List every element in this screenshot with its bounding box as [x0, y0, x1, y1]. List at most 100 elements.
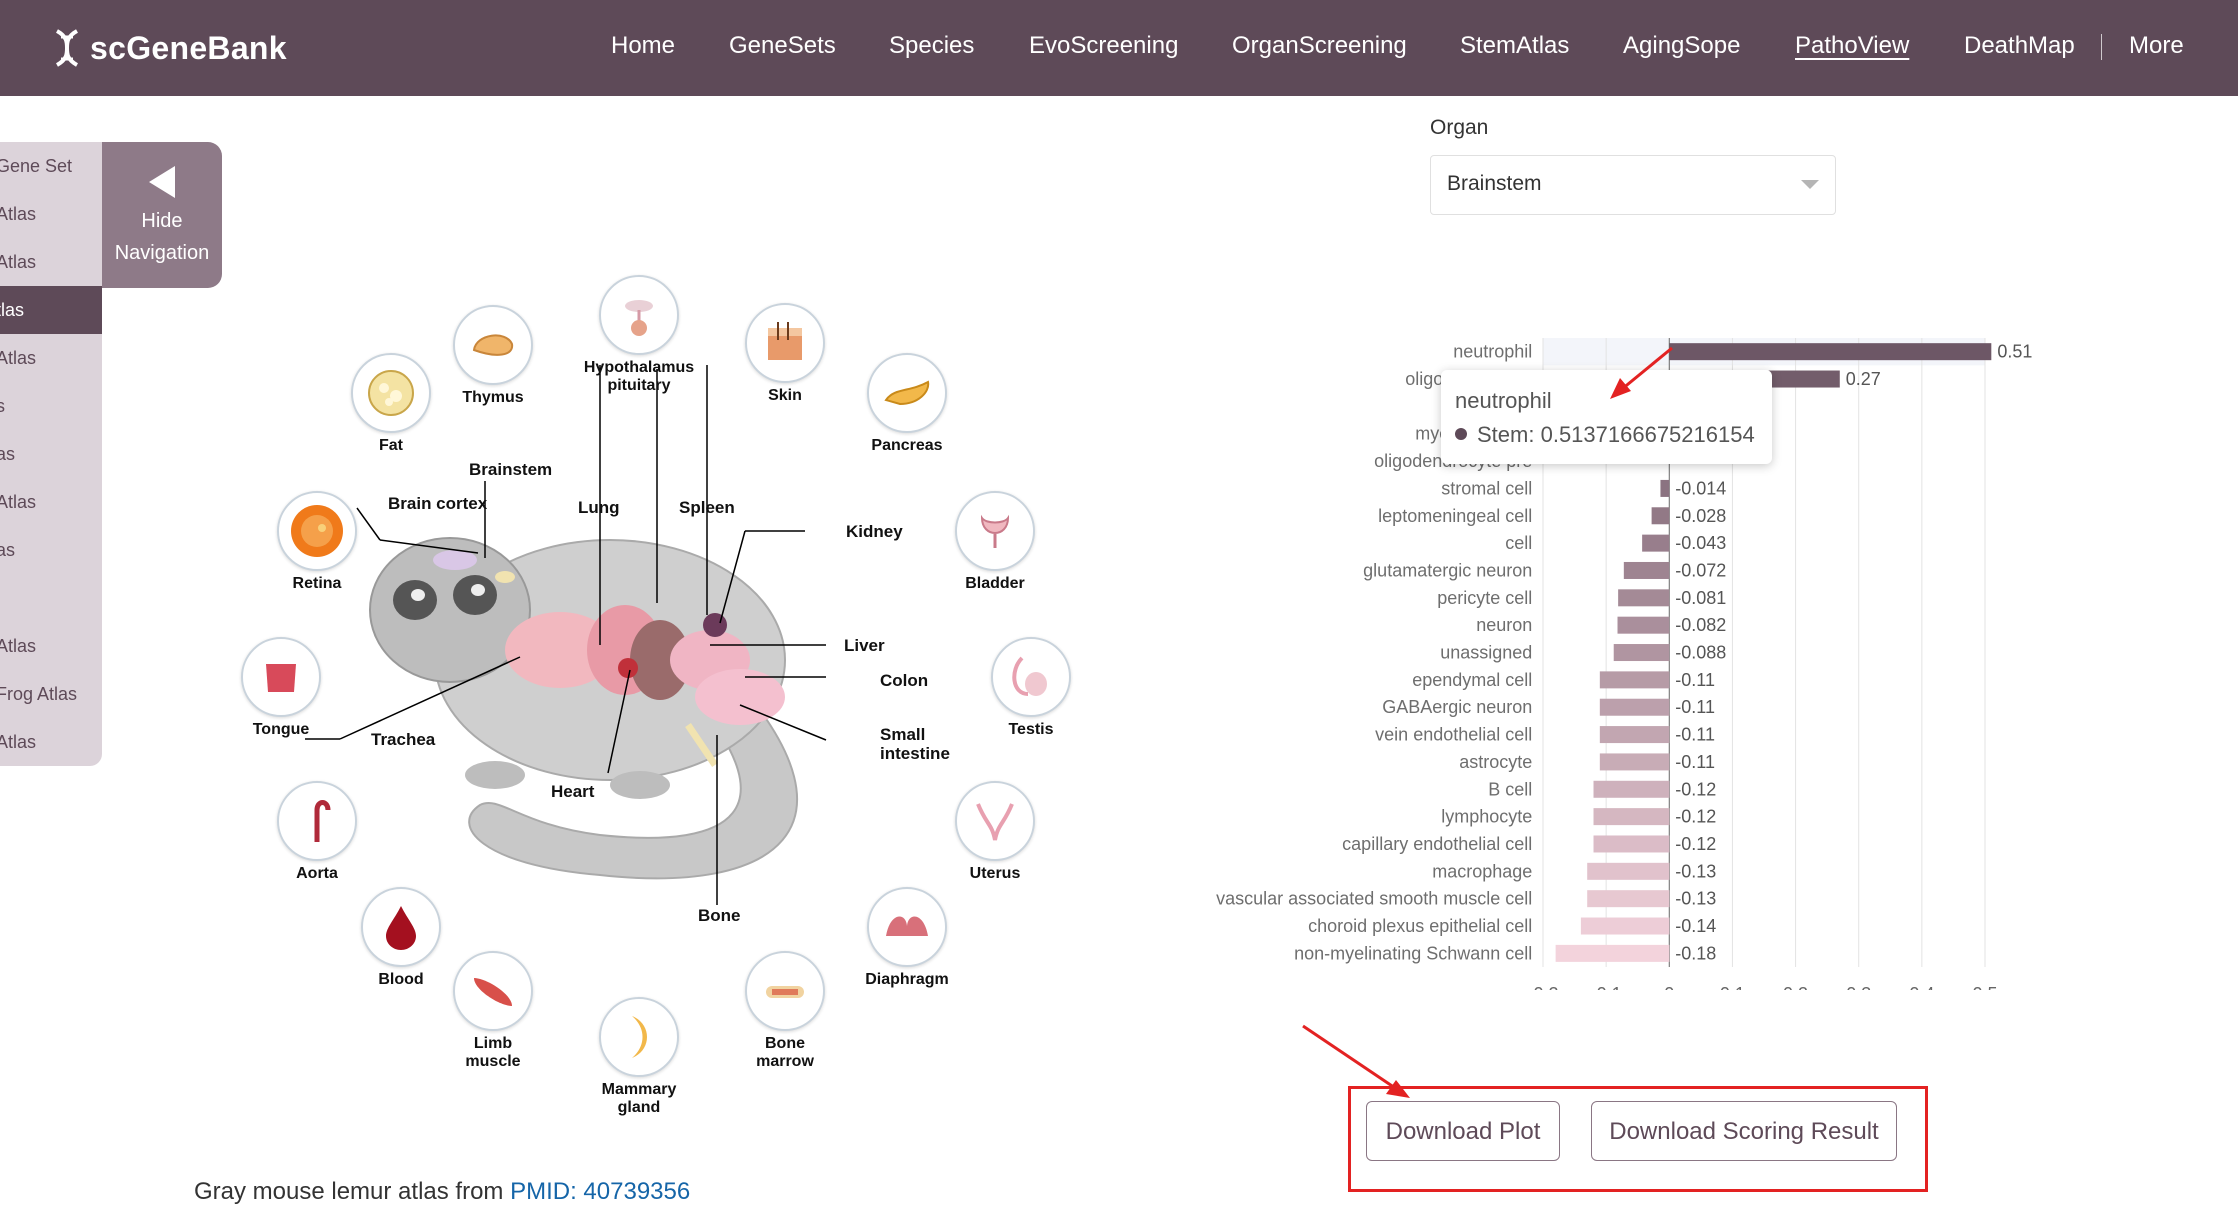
nav-deathmap[interactable]: DeathMap [1964, 32, 2075, 59]
chart-tooltip: neutrophil Stem: 0.5137166675216154 [1441, 370, 1772, 464]
callout-kidney[interactable]: Kidney [846, 522, 903, 541]
callout-bone[interactable]: Bone [698, 906, 741, 925]
uterus-icon [955, 781, 1035, 861]
sidenav-item[interactable]: Atlas [0, 348, 37, 368]
value-label: -0.072 [1675, 560, 1726, 580]
organ-limb-muscle[interactable]: Limb muscle [438, 951, 548, 1071]
category-label: capillary endothelial cell [1342, 834, 1532, 854]
brand-name: scGeneBank [90, 29, 287, 66]
nav-organscreening[interactable]: OrganScreening [1232, 32, 1407, 59]
value-label: -0.11 [1675, 725, 1715, 745]
callout-colon[interactable]: Colon [880, 671, 929, 690]
organ-skin[interactable]: Skin [730, 303, 840, 405]
bar [1555, 944, 1670, 962]
value-label: -0.18 [1675, 943, 1716, 963]
aorta-icon [277, 781, 357, 861]
bar [1587, 890, 1670, 908]
sidenav-item-active[interactable]: tlas [0, 286, 102, 334]
sidenav-item[interactable]: Gene Set [0, 156, 73, 176]
nav-agingsope[interactable]: AgingSope [1623, 32, 1741, 59]
category-label: unassigned [1440, 643, 1532, 663]
value-label: -0.13 [1675, 889, 1716, 909]
nav-home[interactable]: Home [611, 32, 676, 59]
organ-blood[interactable]: Blood [346, 887, 456, 989]
organ-select[interactable]: Brainstem [1430, 155, 1836, 215]
value-label: -0.082 [1675, 615, 1726, 635]
organ-thymus[interactable]: Thymus [438, 305, 548, 407]
callout-brainstem[interactable]: Brainstem [469, 460, 553, 479]
dna-icon [55, 29, 79, 67]
tooltip-row: Stem: 0.5137166675216154 [1455, 422, 1755, 448]
nav-more[interactable]: More [2129, 32, 2184, 59]
organ-hypothalamus-pituitary[interactable]: Hypothalamus pituitary [575, 275, 703, 395]
organ-label: Tongue [252, 721, 310, 738]
callout-spleen[interactable]: Spleen [679, 498, 735, 517]
caption-text: Gray mouse lemur atlas from [194, 1178, 511, 1205]
callout-trachea[interactable]: Trachea [371, 730, 436, 749]
sidenav-item[interactable] [0, 574, 102, 622]
diaphragm-icon [867, 887, 947, 967]
hide-nav-line2: Navigation [114, 242, 210, 264]
sidenav-item[interactable]: Frog Atlas [0, 684, 78, 704]
category-label: astrocyte [1459, 752, 1532, 772]
sidenav-item[interactable]: s [0, 396, 5, 416]
nav-species[interactable]: Species [889, 32, 975, 59]
download-scoring-result-button[interactable]: Download Scoring Result [1591, 1101, 1897, 1161]
brand-logo[interactable]: scGeneBank [52, 18, 287, 78]
nav-pathoview[interactable]: PathoView [1795, 32, 1910, 59]
value-label: -0.11 [1675, 670, 1715, 690]
organ-aorta[interactable]: Aorta [262, 781, 372, 883]
organ-testis[interactable]: Testis [976, 637, 1086, 739]
sidenav-item[interactable]: Atlas [0, 204, 37, 224]
category-label: macrophage [1432, 861, 1532, 881]
sidenav-item[interactable]: Atlas [0, 732, 37, 752]
download-plot-button[interactable]: Download Plot [1366, 1101, 1560, 1161]
organ-bladder[interactable]: Bladder [940, 491, 1050, 593]
organ-label: Uterus [969, 865, 1021, 882]
sidenav-item[interactable]: Atlas [0, 492, 37, 512]
category-label: non-myelinating Schwann cell [1294, 943, 1532, 963]
bar [1599, 698, 1670, 716]
tooltip-title: neutrophil [1455, 388, 1552, 413]
organ-diaphragm[interactable]: Diaphragm [852, 887, 962, 989]
sidenav-item[interactable]: as [0, 540, 16, 560]
organ-label: Limb muscle [465, 1035, 521, 1070]
organ-retina[interactable]: Retina [262, 491, 372, 593]
tooltip-colon: : [1528, 422, 1541, 447]
bar [1599, 671, 1670, 689]
organ-mammary-gland[interactable]: Mammary gland [575, 997, 703, 1117]
nav-genesets[interactable]: GeneSets [729, 32, 836, 59]
organ-tongue[interactable]: Tongue [226, 637, 336, 739]
organ-bone-marrow[interactable]: Bone marrow [730, 951, 840, 1071]
category-label: vein endothelial cell [1375, 725, 1532, 745]
sidenav-item[interactable]: Atlas [0, 636, 37, 656]
organ-label: Pancreas [871, 437, 943, 454]
category-label: pericyte cell [1437, 588, 1532, 608]
fat-icon [351, 353, 431, 433]
sidenav-item[interactable]: as [0, 444, 16, 464]
hide-navigation-button[interactable]: Hide Navigation [102, 142, 222, 288]
organ-fat[interactable]: Fat [336, 353, 446, 455]
bar [1593, 808, 1670, 826]
bar [1613, 644, 1670, 662]
value-label: -0.081 [1675, 588, 1726, 608]
organ-pancreas[interactable]: Pancreas [852, 353, 962, 455]
pmid-link[interactable]: PMID: 40739356 [510, 1178, 691, 1205]
testis-icon [991, 637, 1071, 717]
callout-brain-cortex[interactable]: Brain cortex [388, 494, 488, 513]
category-label: stromal cell [1441, 478, 1532, 498]
organ-uterus[interactable]: Uterus [940, 781, 1050, 883]
callout-lung[interactable]: Lung [578, 498, 620, 517]
category-label: cell [1505, 533, 1532, 553]
triangle-left-icon [149, 166, 175, 198]
nav-evoscreening[interactable]: EvoScreening [1029, 32, 1179, 59]
organ-select-value: Brainstem [1447, 172, 1542, 195]
organ-label: Skin [768, 387, 802, 404]
sidenav-item[interactable]: Atlas [0, 252, 37, 272]
category-label: leptomeningeal cell [1378, 506, 1532, 526]
callout-small-intestine[interactable]: Small intestine [880, 725, 950, 763]
callout-liver[interactable]: Liver [844, 636, 885, 655]
nav-stematlas[interactable]: StemAtlas [1460, 32, 1570, 59]
callout-heart[interactable]: Heart [551, 782, 595, 801]
value-label: -0.028 [1675, 506, 1726, 526]
